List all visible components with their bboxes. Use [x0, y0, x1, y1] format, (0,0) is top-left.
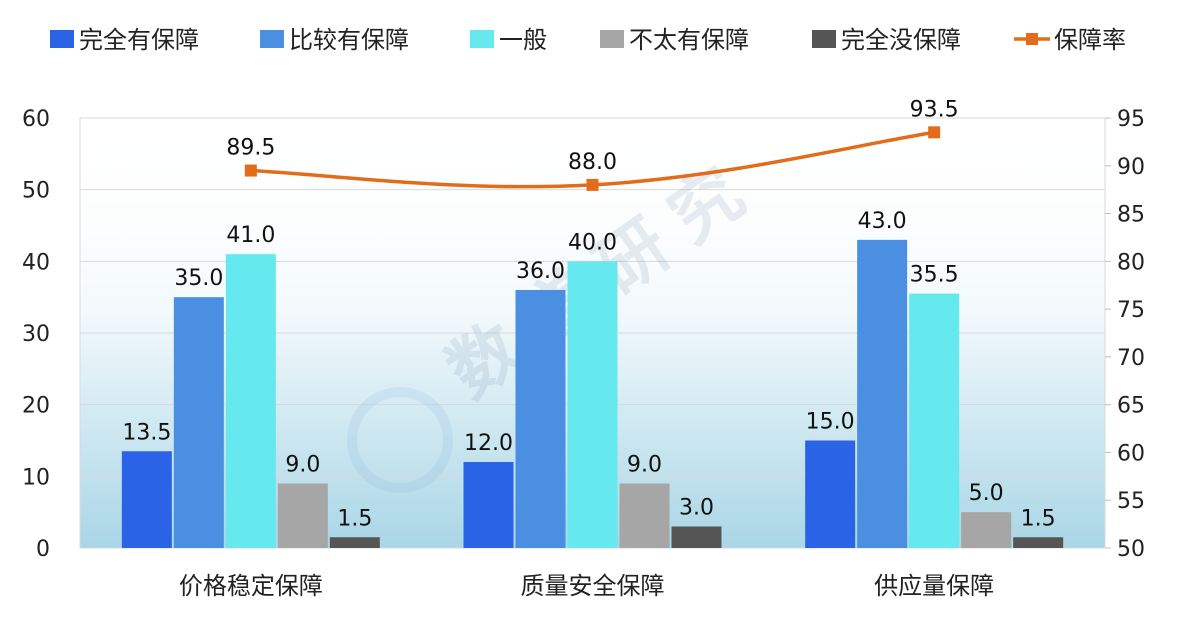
line-point	[244, 164, 257, 177]
bar-data-label: 35.5	[910, 263, 959, 288]
bar-data-label: 1.5	[337, 506, 372, 531]
legend-swatch	[470, 30, 494, 48]
legend-swatch	[812, 30, 836, 48]
bar	[671, 526, 722, 548]
y2-tick-label: 85	[1117, 203, 1145, 228]
line-data-label: 89.5	[226, 136, 275, 161]
bar-data-label: 12.0	[464, 431, 513, 456]
bar-data-label: 5.0	[969, 481, 1004, 506]
legend-swatch	[260, 30, 284, 48]
y2-tick-label: 70	[1117, 346, 1145, 371]
bar	[277, 483, 328, 548]
bar	[121, 451, 172, 548]
bar-data-label: 40.0	[568, 230, 617, 255]
y-tick-label: 20	[22, 394, 50, 419]
bar-data-label: 1.5	[1021, 506, 1056, 531]
bar	[567, 261, 618, 548]
bar-data-label: 3.0	[679, 496, 714, 521]
bar	[909, 293, 960, 548]
y-tick-label: 0	[36, 537, 50, 562]
category-label: 质量安全保障	[521, 572, 665, 600]
bar-data-label: 36.0	[516, 259, 565, 284]
bar-data-label: 41.0	[226, 223, 275, 248]
legend-label: 保障率	[1054, 26, 1126, 54]
y-tick-label: 60	[22, 107, 50, 132]
bar	[857, 239, 908, 549]
legend-label: 比较有保障	[289, 26, 409, 54]
line-point	[586, 178, 599, 191]
bar	[515, 290, 566, 548]
y2-tick-label: 90	[1117, 155, 1145, 180]
category-label: 供应量保障	[874, 572, 994, 600]
bar	[329, 537, 380, 548]
bar	[463, 462, 514, 548]
legend: 完全有保障 比较有保障 一般 不太有保障 完全没保障 保障率	[50, 26, 1126, 54]
y2-tick-label: 80	[1117, 250, 1145, 275]
y-tick-label: 40	[22, 250, 50, 275]
y2-tick-label: 65	[1117, 394, 1145, 419]
y-tick-label: 50	[22, 179, 50, 204]
bar-data-label: 9.0	[285, 453, 320, 478]
data-labels: 13.5 35.041.0 9.0 1.5 12.0 36.040.0 9.0 3.0 15.0…	[122, 97, 1055, 531]
line-data-label: 93.5	[910, 97, 959, 122]
bar	[225, 254, 276, 548]
y-tick-label: 30	[22, 322, 50, 347]
watermark-logo	[347, 387, 453, 493]
bar-data-label: 15.0	[806, 410, 855, 435]
y2-tick-label: 60	[1117, 441, 1145, 466]
legend-label: 完全有保障	[79, 26, 199, 54]
bar	[805, 440, 856, 548]
bar	[961, 512, 1012, 548]
legend-swatch	[50, 30, 74, 48]
line-series	[244, 126, 941, 191]
bar-data-label: 43.0	[858, 209, 907, 234]
legend-marker	[1026, 33, 1038, 45]
line-data-label: 88.0	[568, 150, 617, 175]
bar-data-label: 13.5	[122, 420, 171, 445]
legend-label: 不太有保障	[629, 26, 749, 54]
bar	[173, 297, 224, 548]
bar	[619, 483, 670, 548]
bar-data-label: 9.0	[627, 453, 662, 478]
legend-label: 一般	[499, 26, 547, 54]
y2-tick-label: 50	[1117, 537, 1145, 562]
category-label: 价格稳定保障	[179, 572, 323, 600]
y2-tick-label: 95	[1117, 107, 1145, 132]
axes: 0 10 20 30 40 50 60 50 55 60 65 70 75 80 85 90 95 价格稳定保障 质…	[22, 107, 1145, 600]
bar-data-label: 35.0	[174, 266, 223, 291]
bars	[121, 239, 1064, 549]
y2-tick-label: 75	[1117, 298, 1145, 323]
y-tick-label: 10	[22, 465, 50, 490]
line-point	[928, 126, 941, 139]
legend-swatch	[600, 30, 624, 48]
bar	[1013, 537, 1064, 548]
y2-tick-label: 55	[1117, 489, 1145, 514]
legend-label: 完全没保障	[841, 26, 961, 54]
